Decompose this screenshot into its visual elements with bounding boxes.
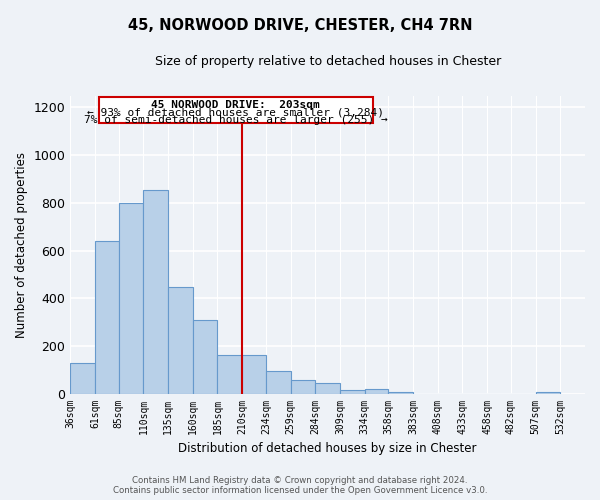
Title: Size of property relative to detached houses in Chester: Size of property relative to detached ho… [155,55,501,68]
X-axis label: Distribution of detached houses by size in Chester: Distribution of detached houses by size … [178,442,477,455]
Bar [143,190,168,394]
Bar [217,356,242,394]
Bar [168,288,193,394]
Bar [242,356,266,394]
Text: ← 93% of detached houses are smaller (3,284): ← 93% of detached houses are smaller (3,… [87,108,384,118]
Bar [193,320,217,394]
Bar [266,371,290,394]
Text: 45 NORWOOD DRIVE:  203sqm: 45 NORWOOD DRIVE: 203sqm [151,100,320,110]
Bar [340,390,365,394]
Y-axis label: Number of detached properties: Number of detached properties [15,152,28,338]
Bar [315,383,340,394]
FancyBboxPatch shape [99,96,373,123]
Text: Contains HM Land Registry data © Crown copyright and database right 2024.
Contai: Contains HM Land Registry data © Crown c… [113,476,487,495]
Bar [290,380,315,394]
Text: 7% of semi-detached houses are larger (255) →: 7% of semi-detached houses are larger (2… [84,116,388,126]
Text: 45, NORWOOD DRIVE, CHESTER, CH4 7RN: 45, NORWOOD DRIVE, CHESTER, CH4 7RN [128,18,472,32]
Bar [536,392,560,394]
Bar [388,392,413,394]
Bar [70,362,95,394]
Bar [119,203,143,394]
Bar [95,241,119,394]
Bar [365,389,388,394]
